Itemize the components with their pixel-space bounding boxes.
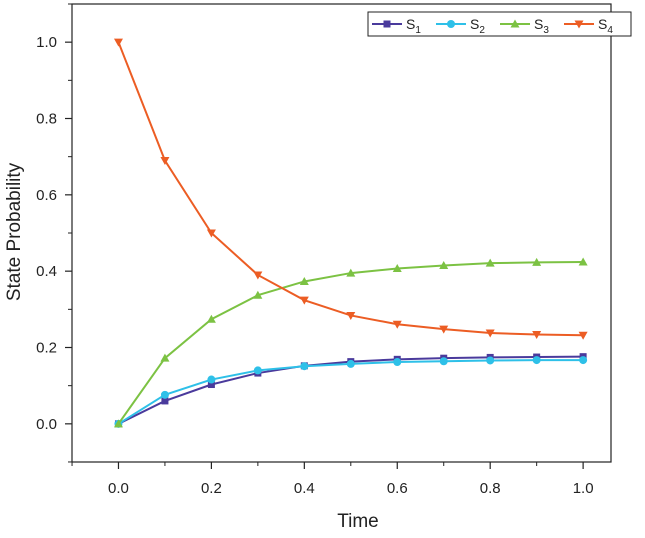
data-point (206, 314, 216, 323)
data-point (532, 257, 542, 266)
data-point (160, 156, 170, 165)
data-point (253, 271, 263, 280)
data-point (299, 276, 309, 285)
plot-frame (71, 3, 612, 463)
legend-item: S2 (436, 16, 485, 36)
data-point (253, 366, 262, 375)
legend-swatch-marker (383, 20, 391, 28)
x-tick-label: 0.0 (108, 480, 129, 497)
data-point (579, 356, 588, 365)
data-point (207, 375, 216, 384)
y-tick-label: 0.2 (36, 340, 57, 357)
legend-swatch-marker (574, 20, 584, 29)
x-tick-label: 0.6 (387, 480, 408, 497)
legend-label-main: S (534, 16, 543, 32)
legend-label-main: S (470, 16, 479, 32)
data-point (439, 357, 448, 366)
legend-label-subscript: 2 (479, 25, 485, 36)
y-tick-label: 0.0 (36, 416, 57, 433)
legend: S1 S2 S3 S4 (367, 11, 632, 37)
y-axis: 0.0 0.2 0.4 0.6 0.8 1.0 (36, 3, 72, 463)
data-point (161, 397, 169, 405)
data-point (578, 331, 588, 340)
y-tick-label: 0.4 (36, 263, 57, 280)
data-point (113, 38, 123, 47)
legend-swatch-marker (510, 19, 520, 28)
data-point (578, 257, 588, 266)
legend-item: S4 (564, 16, 613, 36)
data-point (160, 390, 169, 399)
series-line (117, 261, 584, 425)
data-point (532, 356, 541, 365)
x-tick-label: 0.4 (294, 480, 315, 497)
series-line (117, 41, 584, 337)
legend-label: S3 (534, 16, 549, 36)
legend-label: S4 (598, 16, 613, 36)
data-point (439, 325, 449, 334)
series-s2 (114, 356, 588, 428)
data-point (439, 260, 449, 269)
data-point (160, 353, 170, 362)
legend-item: S1 (372, 16, 421, 36)
data-point (532, 331, 542, 340)
y-tick-label: 0.8 (36, 111, 57, 128)
legend-item: S3 (500, 16, 549, 36)
y-axis-title: State Probability (4, 162, 25, 301)
data-point (346, 311, 356, 320)
y-tick-label: 1.0 (36, 34, 57, 51)
x-tick-label: 0.2 (201, 480, 222, 497)
data-point (346, 359, 355, 368)
series-s3 (113, 257, 588, 428)
data-point (485, 258, 495, 267)
x-tick-label: 0.8 (480, 480, 501, 497)
x-axis: 0.0 0.2 0.4 0.6 0.8 1.0 (71, 462, 594, 497)
data-point (207, 381, 215, 389)
legend-label-main: S (598, 16, 607, 32)
data-point (299, 296, 309, 305)
data-point (393, 358, 402, 367)
legend-label: S2 (470, 16, 485, 36)
x-axis-title: Time (337, 511, 379, 532)
data-point (206, 229, 216, 238)
legend-label-main: S (406, 16, 415, 32)
legend-label: S1 (406, 16, 421, 36)
data-point (485, 329, 495, 338)
data-point (392, 263, 402, 272)
series-s4 (113, 38, 588, 340)
legend-swatch-marker (447, 20, 455, 28)
x-tick-label: 1.0 (573, 480, 594, 497)
data-point (253, 290, 263, 299)
legend-label-subscript: 3 (543, 25, 549, 36)
data-point (486, 356, 495, 365)
series-layer (113, 38, 588, 428)
data-point (300, 362, 309, 371)
data-point (392, 320, 402, 329)
data-point (346, 268, 356, 277)
legend-label-subscript: 1 (415, 25, 421, 36)
y-tick-label: 0.6 (36, 187, 57, 204)
data-point (113, 419, 123, 428)
legend-label-subscript: 4 (607, 25, 613, 36)
